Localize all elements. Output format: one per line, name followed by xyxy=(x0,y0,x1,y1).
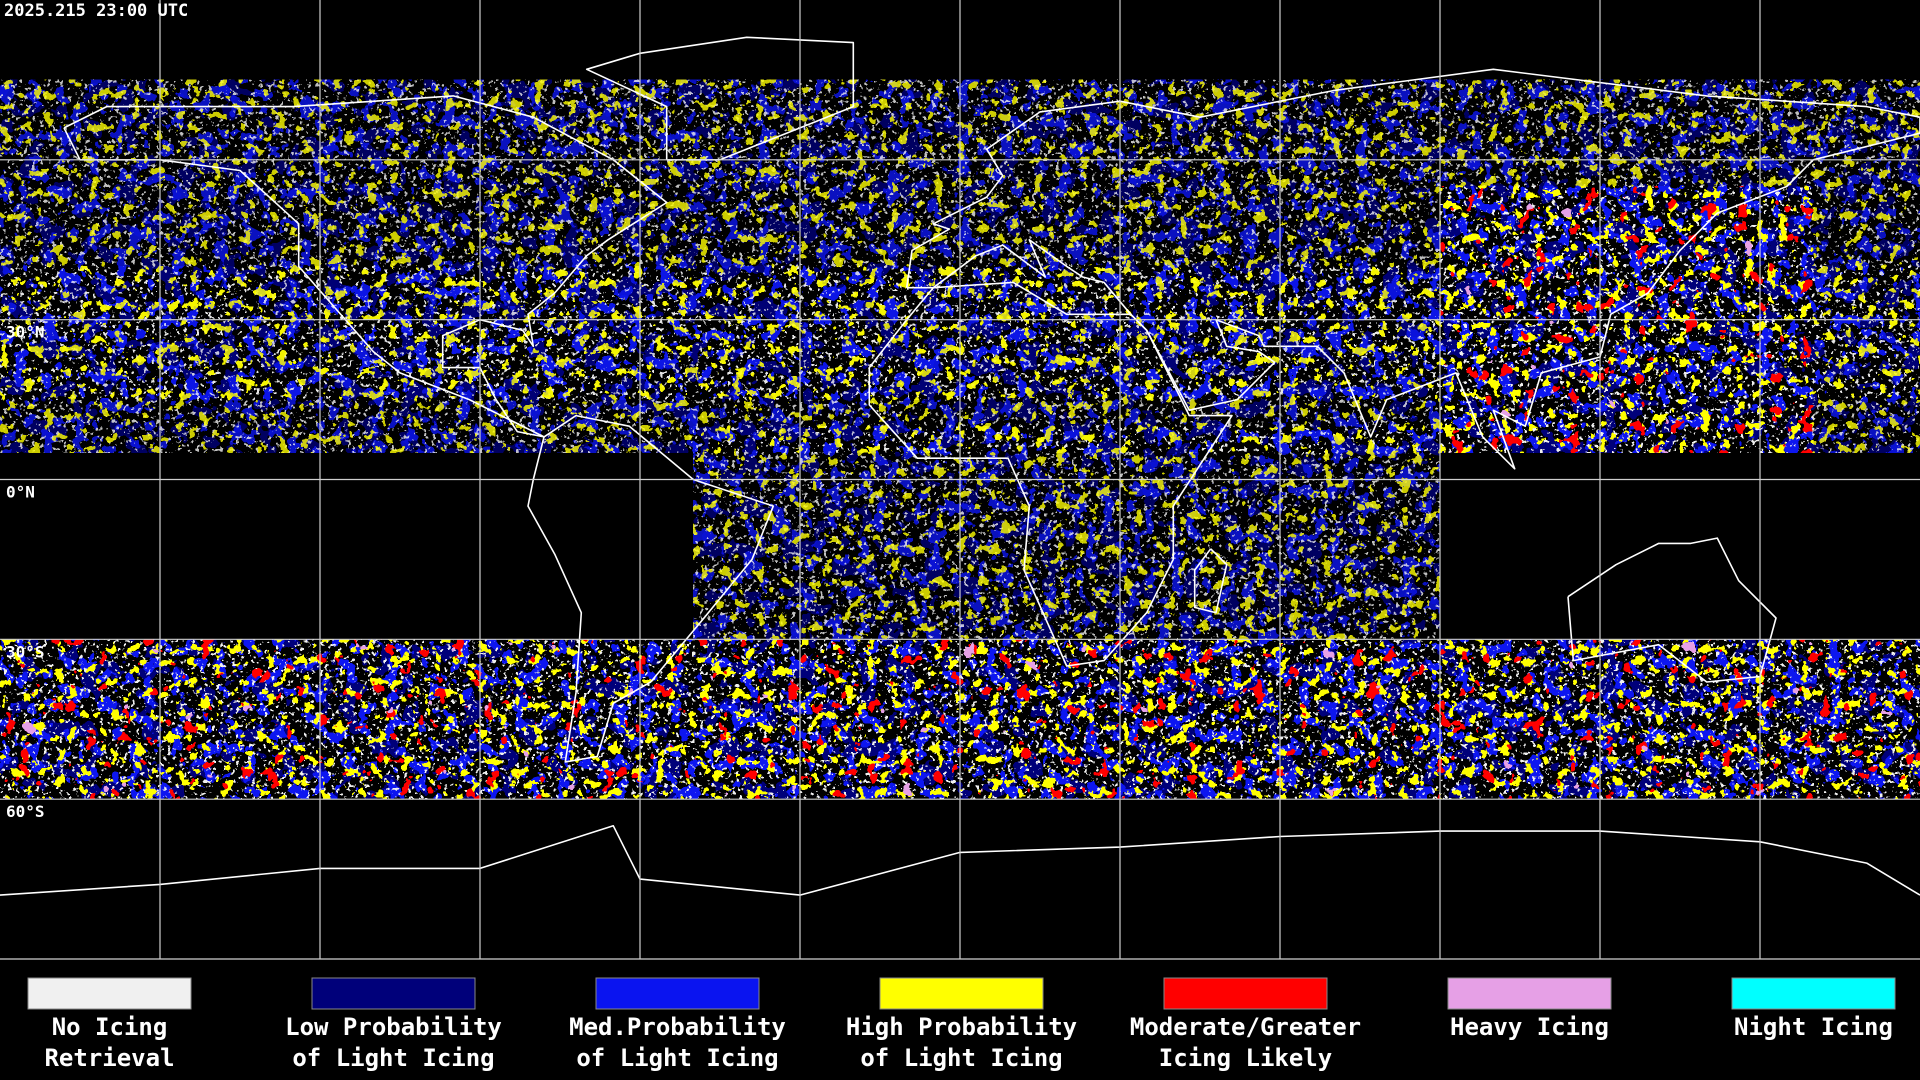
legend-swatch xyxy=(1163,977,1328,1010)
legend-swatch xyxy=(879,977,1044,1010)
latitude-label: 30°S xyxy=(6,642,45,661)
coastline xyxy=(527,414,775,763)
coastline xyxy=(868,281,1233,667)
latitude-label: 60°S xyxy=(6,802,45,821)
legend-label: Retrieval xyxy=(44,1044,174,1072)
legend-label: Night Icing xyxy=(1734,1013,1893,1041)
icing-speckle-layer xyxy=(693,426,1440,640)
coastline xyxy=(1567,537,1777,683)
legend-swatch xyxy=(595,977,760,1010)
legend-label: Low Probability xyxy=(285,1013,502,1041)
legend-label: of Light Icing xyxy=(292,1044,494,1072)
legend-swatch xyxy=(27,977,192,1010)
latitude-label: 0°N xyxy=(6,483,35,502)
legend-label: Moderate/Greater xyxy=(1130,1013,1361,1041)
legend-swatch xyxy=(1731,977,1896,1010)
legend-swatch xyxy=(311,977,476,1010)
legend: No Icing Retrieval Low Probability of Light… xyxy=(27,977,1896,1072)
legend-swatch xyxy=(1447,977,1612,1010)
legend-label: High Probability xyxy=(846,1013,1077,1041)
coastline xyxy=(63,95,668,438)
legend-label: Med.Probability xyxy=(569,1013,786,1041)
legend-label: of Light Icing xyxy=(860,1044,1062,1072)
legend-label: No Icing xyxy=(52,1013,168,1041)
latitude-label: 30°N xyxy=(6,323,45,342)
latitude-labels: 30°N 0°N 30°S 60°S xyxy=(6,323,45,822)
coastline xyxy=(1193,548,1228,614)
legend-label: of Light Icing xyxy=(576,1044,778,1072)
legend-label: Heavy Icing xyxy=(1450,1013,1609,1041)
coastline xyxy=(905,68,1920,470)
timestamp: 2025.215 23:00 UTC xyxy=(4,1,188,21)
legend-label: Icing Likely xyxy=(1159,1044,1332,1072)
graticule xyxy=(0,0,1920,960)
